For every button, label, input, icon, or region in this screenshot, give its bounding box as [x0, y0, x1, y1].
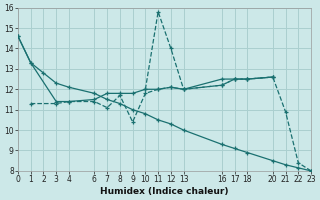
X-axis label: Humidex (Indice chaleur): Humidex (Indice chaleur) — [100, 187, 229, 196]
